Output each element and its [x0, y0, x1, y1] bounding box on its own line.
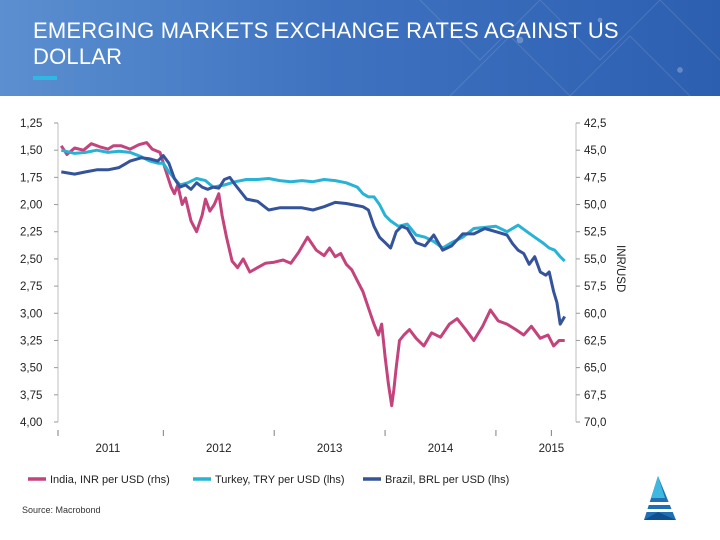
right-tick-label: 57,5 — [584, 281, 606, 293]
right-tick-label: 60,0 — [584, 308, 606, 320]
left-tick-label: 3,00 — [20, 308, 42, 320]
legend-label: India, INR per USD (rhs) — [50, 474, 170, 486]
right-tick-label: 65,0 — [584, 363, 606, 375]
left-axis: 1,25 1,50 1,75 2,00 2,25 2,50 2,75 3,00 3,25 3,50… — [20, 118, 59, 429]
right-tick-label: 47,5 — [584, 172, 606, 184]
legend-label: Turkey, TRY per USD (lhs) — [215, 474, 345, 486]
left-tick-label: 3,25 — [20, 335, 42, 347]
right-tick-label: 67,5 — [584, 390, 606, 402]
brazil-series-line — [61, 154, 566, 326]
right-tick-label: 62,5 — [584, 335, 606, 347]
right-tick-label: 52,5 — [584, 227, 606, 239]
title-underline — [33, 76, 57, 80]
legend-label: Brazil, BRL per USD (lhs) — [385, 474, 509, 486]
series-layer — [60, 141, 566, 408]
right-axis-title: INR/USD — [614, 245, 626, 292]
left-tick-label: 3,75 — [20, 390, 42, 402]
right-tick-label: 45,0 — [584, 145, 606, 157]
x-tick-label: 2011 — [96, 443, 121, 455]
right-tick-label: 70,0 — [584, 417, 606, 429]
left-tick-label: 3,50 — [20, 363, 42, 375]
left-tick-label: 2,50 — [20, 254, 42, 266]
banner-pattern — [419, 0, 720, 96]
x-tick-label: 2013 — [317, 443, 343, 455]
source-note: Source: Macrobond — [22, 505, 101, 515]
left-tick-label: 1,50 — [20, 145, 42, 157]
turkey-series-line — [60, 148, 566, 263]
page-title: EMERGING MARKETS EXCHANGE RATES AGAINST … — [33, 18, 619, 69]
right-tick-label: 42,5 — [584, 118, 606, 130]
left-tick-label: 2,00 — [20, 200, 42, 212]
x-tick-label: 2014 — [428, 443, 454, 455]
x-tick-label: 2012 — [206, 443, 232, 455]
left-tick-label: 2,25 — [20, 227, 42, 239]
x-axis: 2011 2012 2013 2014 2015 — [57, 430, 565, 455]
x-tick-label: 2015 — [539, 443, 565, 455]
left-tick-label: 4,00 — [20, 417, 42, 429]
legend: India, INR per USD (rhs) Turkey, TRY per … — [28, 474, 509, 486]
right-tick-label: 50,0 — [584, 200, 606, 212]
exchange-rate-chart: 1,25 1,50 1,75 2,00 2,25 2,50 2,75 3,00 3,25 3,50… — [20, 118, 626, 486]
right-axis: 42,5 45,0 47,5 50,0 52,5 55,0 57,5 60,0 62,5 65,0… — [575, 118, 626, 429]
left-tick-label: 1,75 — [20, 172, 42, 184]
right-tick-label: 55,0 — [584, 254, 606, 266]
title-banner: EMERGING MARKETS EXCHANGE RATES AGAINST … — [0, 0, 720, 96]
left-tick-label: 1,25 — [20, 118, 42, 130]
left-tick-label: 2,75 — [20, 281, 42, 293]
company-logo — [644, 476, 676, 520]
